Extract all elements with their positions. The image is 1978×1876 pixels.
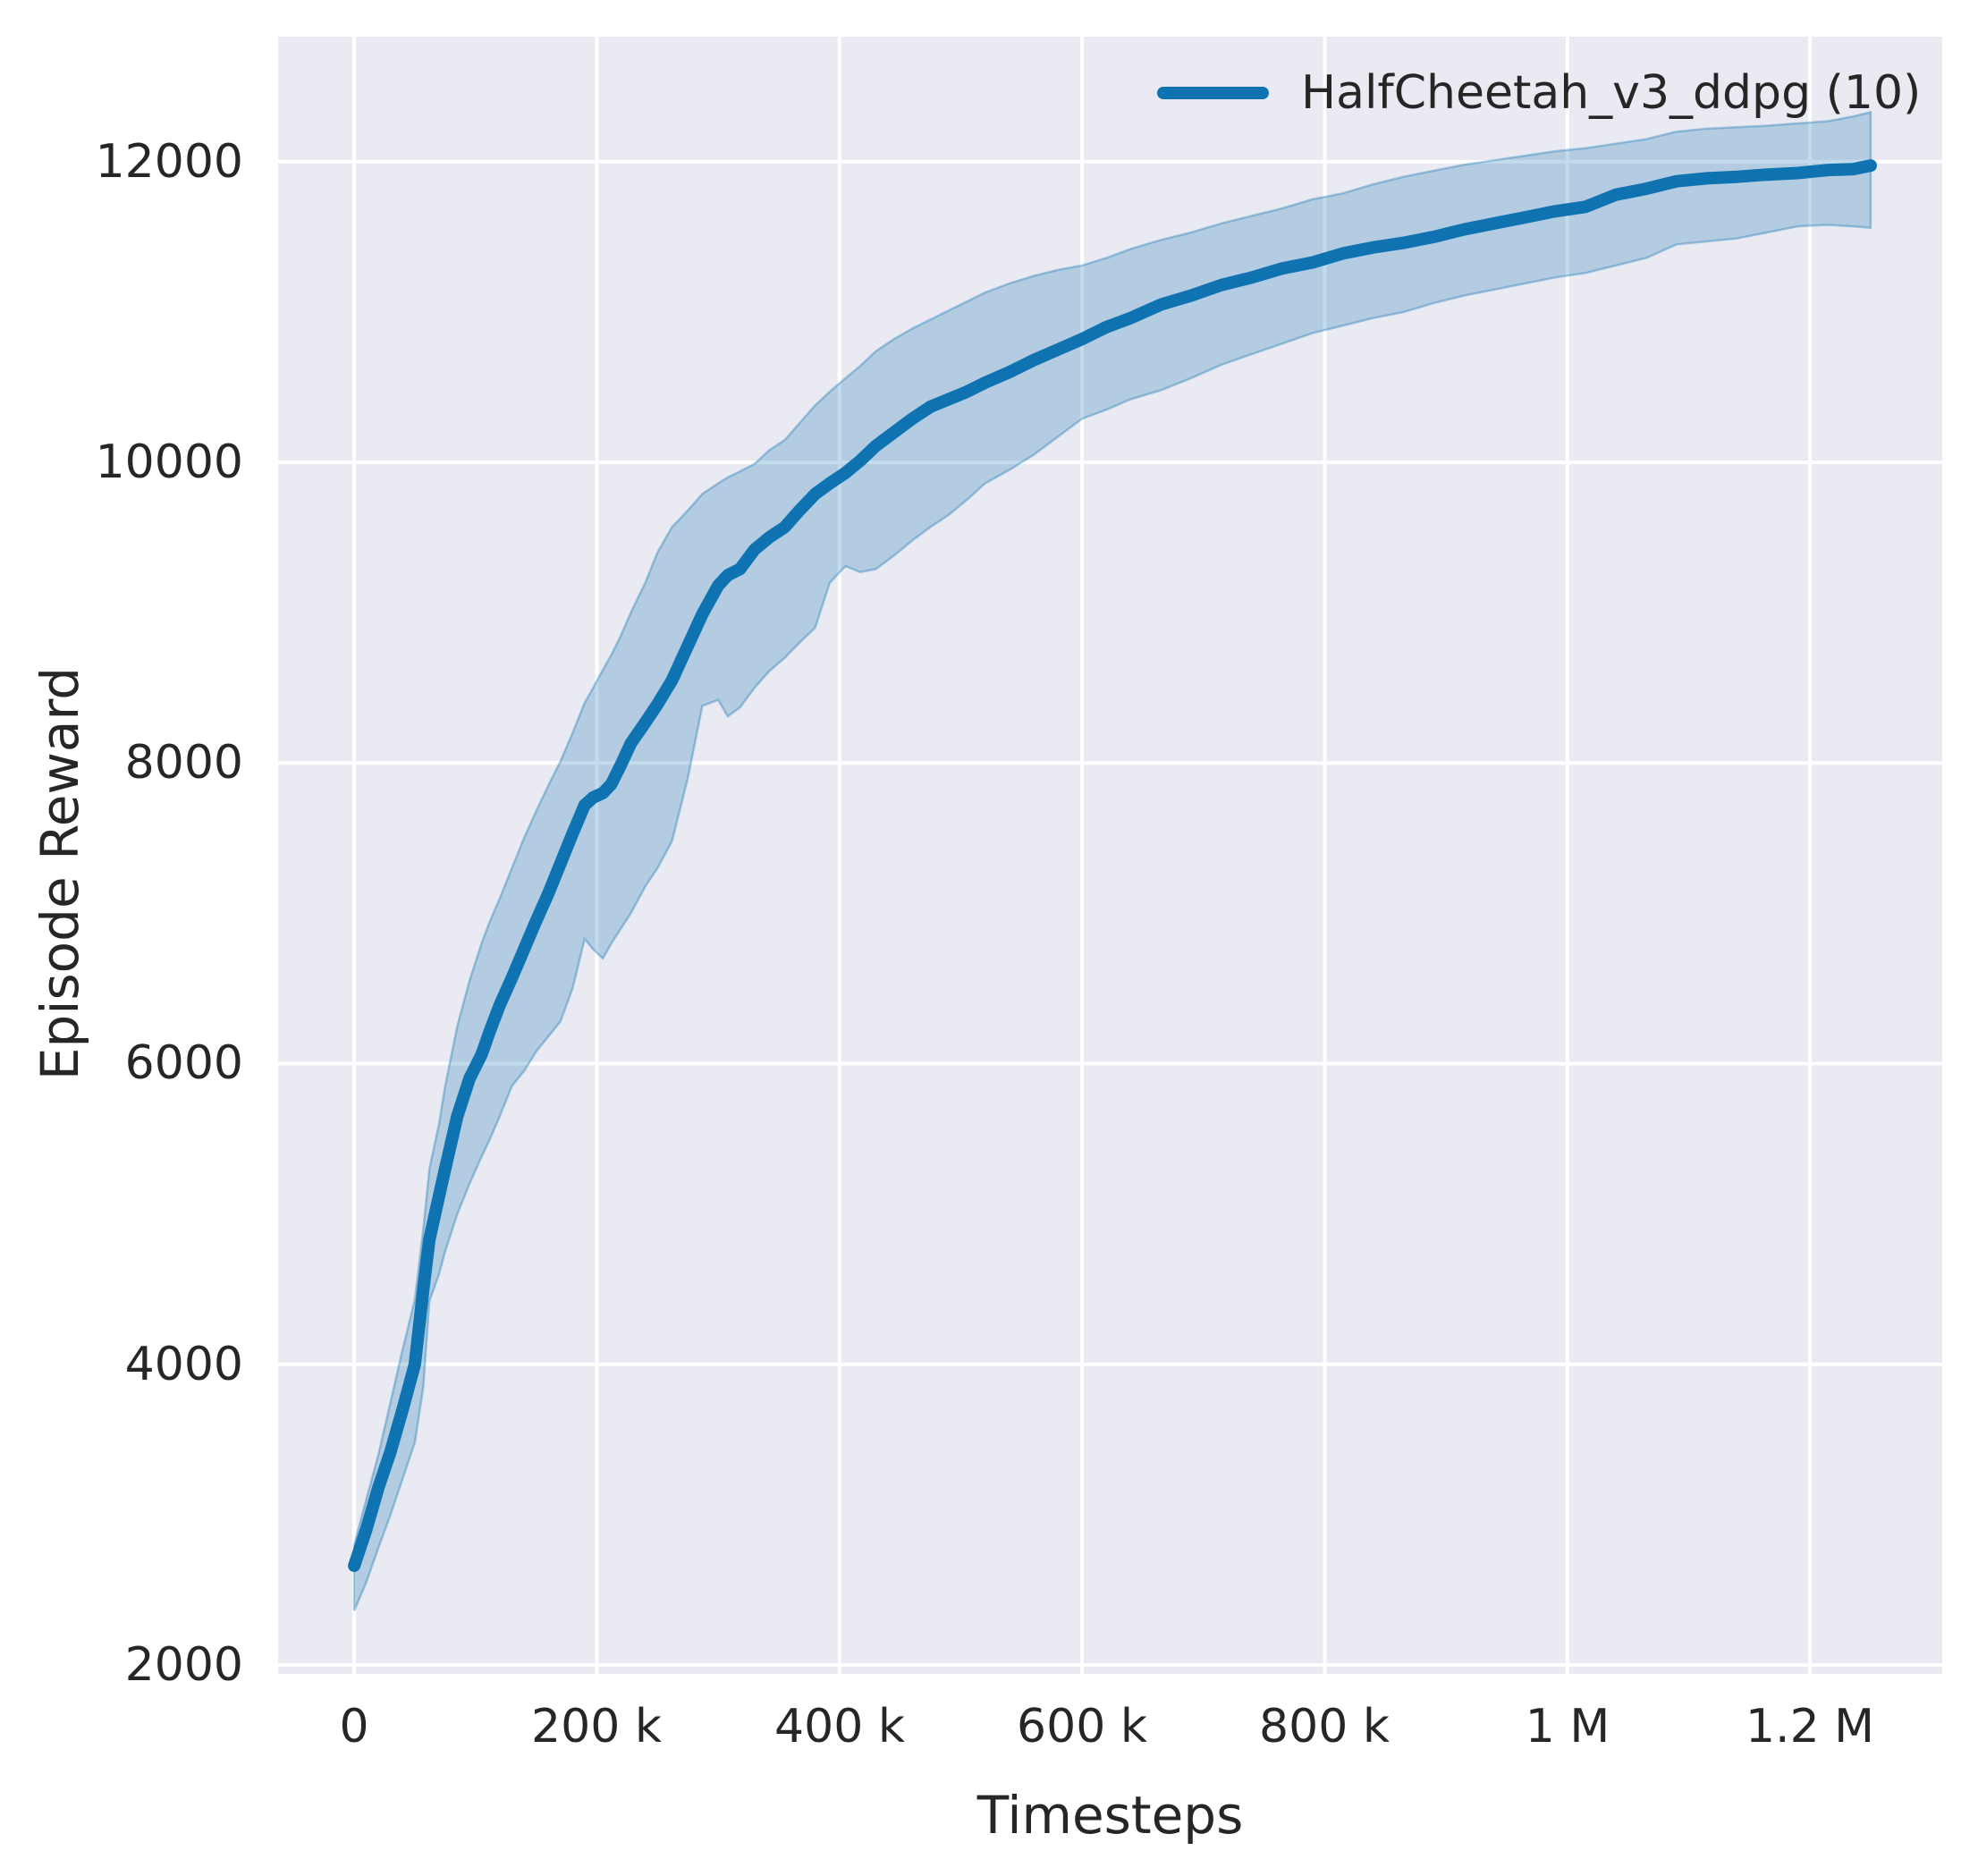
- y-tick-label: 8000: [124, 736, 243, 790]
- y-axis-label: Episode Reward: [30, 666, 90, 1081]
- y-tick-label: 10000: [95, 435, 243, 489]
- gridlines: [278, 37, 1942, 1674]
- x-tick-label: 800 k: [1259, 1700, 1390, 1753]
- x-tick-label: 0: [339, 1700, 369, 1753]
- legend-label: HalfCheetah_v3_ddpg (10): [1301, 66, 1922, 120]
- legend-line-swatch: [1157, 87, 1269, 99]
- axes-background: [278, 37, 1942, 1674]
- x-tick-label: 600 k: [1017, 1700, 1147, 1753]
- y-tick-label: 4000: [124, 1338, 243, 1391]
- y-tick-label: 2000: [124, 1638, 243, 1692]
- mean-line: [348, 159, 1877, 1572]
- x-tick-label: 200 k: [531, 1700, 662, 1753]
- confidence-band: [352, 110, 1872, 1611]
- y-tick-label: 6000: [124, 1036, 243, 1090]
- x-tick-label: 1.2 M: [1745, 1700, 1875, 1753]
- y-tick-label: 12000: [95, 135, 243, 189]
- x-tick-label: 1 M: [1525, 1700, 1610, 1753]
- x-tick-label: 400 k: [774, 1700, 905, 1753]
- x-axis-label: Timesteps: [976, 1785, 1244, 1846]
- legend: HalfCheetah_v3_ddpg (10): [1157, 65, 1921, 121]
